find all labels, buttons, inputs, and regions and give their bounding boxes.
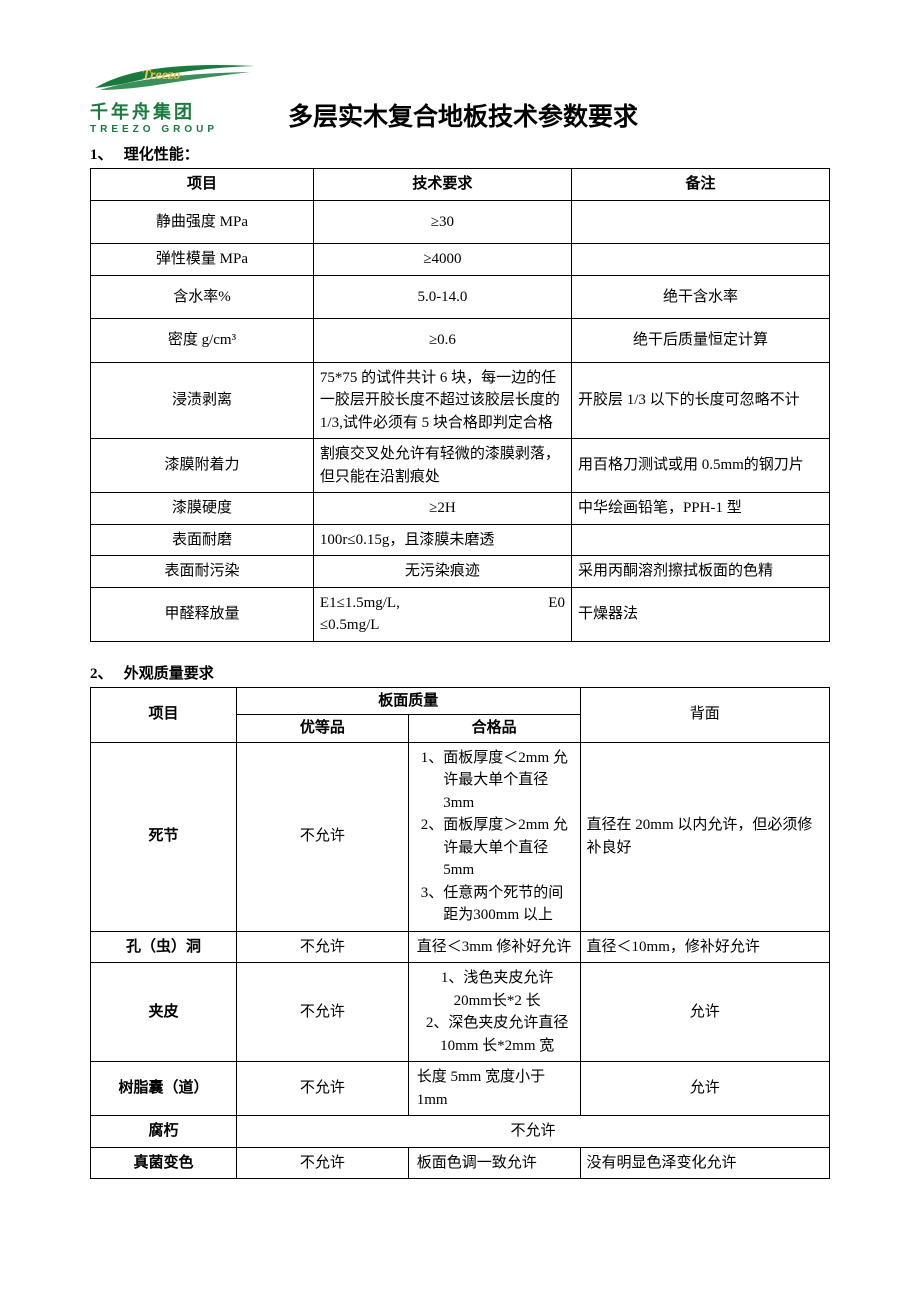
t2-cell-back: 没有明显色泽变化允许 [580,1147,829,1179]
t1-cell-note: 开胶层 1/3 以下的长度可忽略不计 [571,362,829,439]
t1-cell-req: 无污染痕迹 [313,556,571,588]
t2-cell-item: 树脂囊（道） [91,1062,237,1116]
t2-subheader-qualified: 合格品 [408,715,580,743]
t2-cell-qualified: 1、浅色夹皮允许 20mm长*2 长2、深色夹皮允许直径10mm 长*2mm 宽 [408,963,580,1062]
t1-cell-item: 漆膜附着力 [91,439,314,493]
t1-cell-item: 甲醛释放量 [91,587,314,641]
section1-label: 理化性能： [124,147,199,163]
section2-heading: 2、 外观质量要求 [90,662,830,683]
t1-cell-req: 割痕交叉处允许有轻微的漆膜剥落，但只能在沿割痕处 [313,439,571,493]
table-row: 夹皮不允许1、浅色夹皮允许 20mm长*2 长2、深色夹皮允许直径10mm 长*… [91,963,830,1062]
table-row: 浸渍剥离75*75 的试件共计 6 块，每一边的任一胶层开胶长度不超过该胶层长度… [91,362,830,439]
t1-cell-note [571,200,829,244]
t1-cell-note: 绝干含水率 [571,275,829,319]
t1-cell-item: 漆膜硬度 [91,493,314,525]
table-row: 含水率%5.0-14.0绝干含水率 [91,275,830,319]
table-row: 漆膜硬度≥2H中华绘画铅笔，PPH-1 型 [91,493,830,525]
t1-cell-req: ≥30 [313,200,571,244]
t2-cell-item: 死节 [91,742,237,931]
t2-cell-item: 孔（虫）洞 [91,931,237,963]
t1-cell-req: 75*75 的试件共计 6 块，每一边的任一胶层开胶长度不超过该胶层长度的1/3… [313,362,571,439]
t1-cell-req: ≥4000 [313,244,571,276]
t1-cell-item: 静曲强度 MPa [91,200,314,244]
t2-header-back: 背面 [580,687,829,742]
section1-number: 1、 [90,143,120,164]
t2-cell-item: 腐朽 [91,1116,237,1148]
t2-cell-premium: 不允许 [237,1147,409,1179]
t1-cell-req: E1≤1.5mg/L,E0≤0.5mg/L [313,587,571,641]
logo-swoosh: Treezo [90,60,260,96]
t2-cell-premium: 不允许 [237,742,409,931]
page-title: 多层实木复合地板技术参数要求 [288,97,638,135]
table-row: 死节不允许1、面板厚度＜2mm 允许最大单个直径 3mm2、面板厚度＞2mm 允… [91,742,830,931]
t2-cell-back: 直径在 20mm 以内允许，但必须修补良好 [580,742,829,931]
t1-cell-req: 100r≤0.15g，且漆膜未磨透 [313,524,571,556]
t2-header-surface: 板面质量 [237,687,581,715]
t1-cell-item: 表面耐磨 [91,524,314,556]
t2-cell-qualified: 直径＜3mm 修补好允许 [408,931,580,963]
t2-cell-qualified: 板面色调一致允许 [408,1147,580,1179]
t1-cell-item: 浸渍剥离 [91,362,314,439]
t1-cell-item: 含水率% [91,275,314,319]
t2-subheader-premium: 优等品 [237,715,409,743]
section2-number: 2、 [90,662,120,683]
logo-brand-script: Treezo [142,68,180,83]
t1-cell-req: 5.0-14.0 [313,275,571,319]
t2-cell-qualified: 1、面板厚度＜2mm 允许最大单个直径 3mm2、面板厚度＞2mm 允许最大单个… [408,742,580,931]
table-row: 密度 g/cm³≥0.6绝干后质量恒定计算 [91,319,830,363]
t1-cell-note: 用百格刀测试或用 0.5mm的钢刀片 [571,439,829,493]
t1-cell-item: 密度 g/cm³ [91,319,314,363]
t1-header-note: 备注 [571,169,829,201]
t1-header-item: 项目 [91,169,314,201]
t2-cell-item: 真菌变色 [91,1147,237,1179]
document-header: Treezo 千年舟集团 TREEZO GROUP 多层实木复合地板技术参数要求 [90,60,830,135]
t1-cell-note [571,244,829,276]
t2-cell-back: 允许 [580,963,829,1062]
t1-cell-note: 采用丙酮溶剂擦拭板面的色精 [571,556,829,588]
t1-cell-note: 干燥器法 [571,587,829,641]
t2-cell-back: 直径＜10mm，修补好允许 [580,931,829,963]
t2-cell-premium: 不允许 [237,931,409,963]
table-physical-properties: 项目 技术要求 备注 静曲强度 MPa≥30弹性模量 MPa≥4000含水率%5… [90,168,830,642]
table-row: 表面耐磨100r≤0.15g，且漆膜未磨透 [91,524,830,556]
t2-cell-qualified: 长度 5mm 宽度小于 1mm [408,1062,580,1116]
t1-cell-req: ≥2H [313,493,571,525]
t1-cell-note: 绝干后质量恒定计算 [571,319,829,363]
table-row: 真菌变色不允许板面色调一致允许没有明显色泽变化允许 [91,1147,830,1179]
logo: Treezo 千年舟集团 TREEZO GROUP [90,60,280,135]
table-row: 腐朽不允许 [91,1116,830,1148]
t1-cell-item: 表面耐污染 [91,556,314,588]
table-row: 甲醛释放量E1≤1.5mg/L,E0≤0.5mg/L干燥器法 [91,587,830,641]
t2-cell-premium: 不允许 [237,963,409,1062]
t1-cell-note [571,524,829,556]
t2-cell-item: 夹皮 [91,963,237,1062]
table-row: 漆膜附着力割痕交叉处允许有轻微的漆膜剥落，但只能在沿割痕处用百格刀测试或用 0.… [91,439,830,493]
table-row: 树脂囊（道）不允许长度 5mm 宽度小于 1mm允许 [91,1062,830,1116]
table-appearance-quality: 项目 板面质量 背面 优等品 合格品 死节不允许1、面板厚度＜2mm 允许最大单… [90,687,830,1180]
logo-text-cn: 千年舟集团 [90,98,280,124]
t1-cell-item: 弹性模量 MPa [91,244,314,276]
section2-label: 外观质量要求 [124,666,214,682]
t2-header-item: 项目 [91,687,237,742]
t2-cell-back: 允许 [580,1062,829,1116]
table-row: 孔（虫）洞不允许直径＜3mm 修补好允许直径＜10mm，修补好允许 [91,931,830,963]
t1-cell-note: 中华绘画铅笔，PPH-1 型 [571,493,829,525]
t1-header-req: 技术要求 [313,169,571,201]
table-row: 表面耐污染无污染痕迹采用丙酮溶剂擦拭板面的色精 [91,556,830,588]
table-row: 静曲强度 MPa≥30 [91,200,830,244]
t2-cell-premium: 不允许 [237,1062,409,1116]
table-row: 弹性模量 MPa≥4000 [91,244,830,276]
section1-heading: 1、 理化性能： [90,143,830,164]
t1-cell-req: ≥0.6 [313,319,571,363]
logo-text-en: TREEZO GROUP [90,124,280,135]
t2-cell-span: 不允许 [237,1116,830,1148]
